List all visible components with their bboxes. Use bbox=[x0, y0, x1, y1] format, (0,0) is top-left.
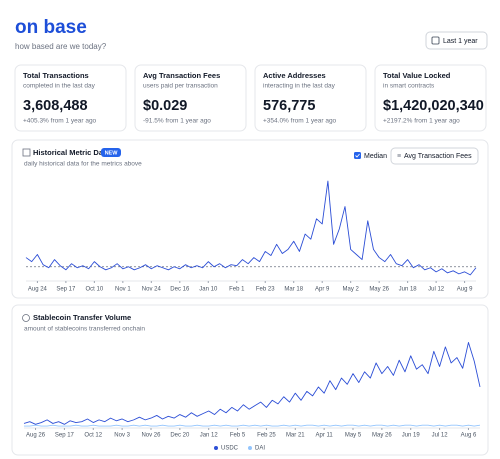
chart-icon bbox=[22, 148, 31, 157]
card-subtitle: completed in the last day bbox=[23, 83, 96, 90]
x-tick-label: Jul 12 bbox=[432, 433, 449, 439]
x-tick-label: Feb 5 bbox=[230, 433, 246, 439]
card-change: +354.0% from 1 year ago bbox=[263, 118, 337, 125]
card-change: -91.5% from 1 year ago bbox=[143, 118, 211, 125]
page-title: on base bbox=[15, 17, 87, 38]
stat-card bbox=[14, 64, 127, 132]
card-change: +405.3% from 1 year ago bbox=[23, 118, 97, 125]
stat-card bbox=[374, 64, 487, 132]
panel bbox=[11, 139, 489, 299]
select-icon: ≡ bbox=[397, 153, 401, 160]
x-tick-label: Dec 16 bbox=[170, 287, 190, 293]
series-line bbox=[23, 342, 481, 425]
x-tick-label: Nov 24 bbox=[142, 287, 162, 293]
panel-subtitle: daily historical data for the metrics ab… bbox=[24, 161, 142, 168]
x-tick-label: Oct 12 bbox=[84, 433, 102, 439]
series-line bbox=[25, 180, 477, 276]
card-value: 3,608,488 bbox=[23, 98, 88, 114]
x-tick-label: May 5 bbox=[345, 433, 362, 439]
panel-title: Historical Metric Data bbox=[33, 148, 111, 157]
x-tick-label: Nov 3 bbox=[114, 433, 130, 439]
badge-bg bbox=[101, 148, 121, 157]
x-tick-label: Jun 18 bbox=[399, 287, 418, 293]
legend-label: DAI bbox=[255, 446, 265, 452]
x-tick-label: Nov 1 bbox=[115, 287, 131, 293]
x-tick-label: Aug 26 bbox=[26, 433, 46, 439]
stat-cards: Total Transactions completed in the last … bbox=[14, 64, 487, 132]
x-tick-label: Mar 21 bbox=[286, 433, 305, 439]
card-title: Total Value Locked bbox=[383, 71, 451, 80]
card-value: 576,775 bbox=[263, 98, 315, 114]
x-tick-label: Oct 10 bbox=[86, 287, 104, 293]
stat-card bbox=[134, 64, 247, 132]
x-tick-label: Jul 12 bbox=[428, 287, 445, 293]
legend-label: USDC bbox=[221, 446, 239, 452]
range-button-label[interactable]: Last 1 year bbox=[443, 38, 478, 45]
stat-card bbox=[254, 64, 367, 132]
coin-icon bbox=[22, 314, 30, 322]
card-subtitle: interacting in the last day bbox=[263, 83, 336, 90]
panel bbox=[11, 304, 489, 456]
check bbox=[355, 153, 360, 158]
x-tick-label: May 26 bbox=[372, 433, 392, 439]
x-tick-label: Feb 1 bbox=[229, 287, 245, 293]
plots: Aug 24 Sep 17 Oct 10 Nov 1 Nov 24 Dec 16 Jan 1… bbox=[23, 180, 481, 452]
x-tick-label: Apr 9 bbox=[315, 287, 330, 293]
x-tick-label: Aug 24 bbox=[28, 287, 48, 293]
x-tick-label: Feb 23 bbox=[256, 287, 275, 293]
x-tick-label: Jan 12 bbox=[200, 433, 219, 439]
legend-swatch bbox=[248, 446, 252, 450]
median-toggle[interactable]: Median bbox=[354, 152, 387, 160]
x-tick-label: Aug 6 bbox=[461, 433, 477, 439]
series-line bbox=[24, 424, 481, 427]
x-tick-label: Nov 26 bbox=[141, 433, 161, 439]
range-button[interactable]: Last 1 year bbox=[425, 31, 488, 50]
card-title: Total Transactions bbox=[23, 71, 89, 80]
x-tick-label: May 26 bbox=[369, 287, 389, 293]
card-subtitle: in smart contracts bbox=[383, 83, 435, 90]
card-value: $1,420,020,340 bbox=[383, 98, 484, 114]
x-tick-label: Jan 10 bbox=[199, 287, 218, 293]
card-value: $0.029 bbox=[143, 98, 187, 114]
calendar-icon bbox=[431, 36, 440, 45]
x-tick-label: Sep 17 bbox=[56, 287, 76, 293]
card-change: +2197.2% from 1 year ago bbox=[383, 118, 460, 125]
x-tick-label: Sep 17 bbox=[55, 433, 75, 439]
card-subtitle: users paid per transaction bbox=[143, 83, 218, 90]
range-button-box[interactable] bbox=[425, 31, 488, 50]
badge: NEW bbox=[105, 150, 119, 156]
select-box[interactable] bbox=[390, 147, 479, 165]
x-tick-label: Feb 25 bbox=[257, 433, 276, 439]
card-title: Avg Transaction Fees bbox=[143, 71, 220, 80]
x-tick-label: Apr 11 bbox=[316, 433, 334, 439]
x-tick-label: Mar 18 bbox=[284, 287, 303, 293]
metric-select[interactable]: ≡ Avg Transaction Fees bbox=[390, 147, 479, 165]
select-label[interactable]: Avg Transaction Fees bbox=[404, 153, 472, 160]
x-tick-label: Jun 19 bbox=[402, 433, 421, 439]
x-tick-label: Aug 9 bbox=[457, 287, 473, 293]
checkbox[interactable] bbox=[354, 152, 361, 159]
panel-subtitle: amount of stablecoins transferred onchai… bbox=[24, 326, 145, 333]
x-tick-label: May 2 bbox=[343, 287, 360, 293]
legend-swatch bbox=[214, 446, 218, 450]
card-title: Active Addresses bbox=[263, 71, 326, 80]
panel-title: Stablecoin Transfer Volume bbox=[33, 313, 131, 322]
page-subtitle: how based are we today? bbox=[15, 42, 107, 51]
median-label[interactable]: Median bbox=[364, 153, 387, 160]
x-tick-label: Dec 20 bbox=[170, 433, 190, 439]
